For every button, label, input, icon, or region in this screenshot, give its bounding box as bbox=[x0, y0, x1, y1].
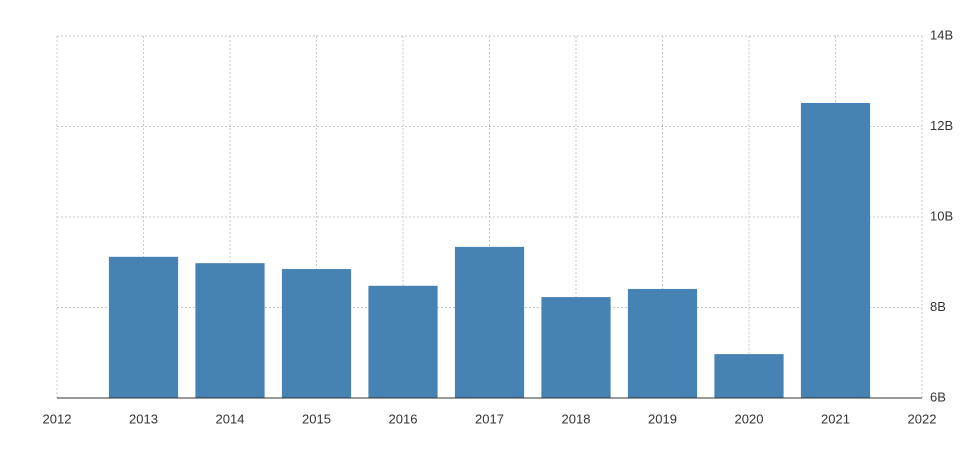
x-tick-label: 2013 bbox=[129, 411, 158, 426]
y-tick-label: 8B bbox=[930, 299, 946, 314]
x-tick-label: 2020 bbox=[735, 411, 764, 426]
bar bbox=[195, 263, 265, 398]
y-tick-label: 10B bbox=[930, 208, 953, 223]
y-tick-label: 6B bbox=[930, 389, 946, 404]
x-tick-label: 2014 bbox=[216, 411, 245, 426]
bar bbox=[800, 102, 871, 398]
x-tick-label: 2019 bbox=[648, 411, 677, 426]
y-tick-label: 12B bbox=[930, 118, 953, 133]
x-tick-label: 2017 bbox=[475, 411, 504, 426]
bar bbox=[627, 288, 698, 398]
bar bbox=[714, 354, 784, 398]
bar bbox=[281, 269, 352, 398]
x-tick-label: 2022 bbox=[908, 411, 937, 426]
bar bbox=[454, 246, 525, 398]
bar bbox=[108, 256, 179, 398]
x-tick-label: 2016 bbox=[389, 411, 418, 426]
x-tick-label: 2015 bbox=[302, 411, 331, 426]
x-tick-label: 2018 bbox=[562, 411, 591, 426]
bar bbox=[368, 285, 438, 398]
y-tick-label: 14B bbox=[930, 27, 953, 42]
x-tick-label: 2012 bbox=[43, 411, 72, 426]
x-tick-label: 2021 bbox=[821, 411, 850, 426]
bar bbox=[541, 297, 611, 398]
